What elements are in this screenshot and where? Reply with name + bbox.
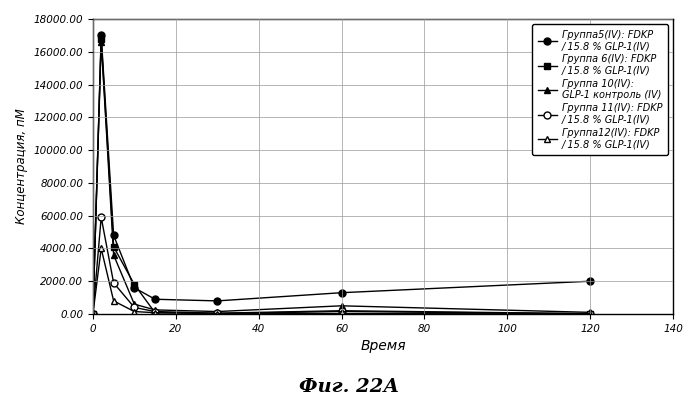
Группа 11(IV): FDKP
/ 15.8 % GLP-1(IV): (15, 150): FDKP / 15.8 % GLP-1(IV): (15, 150) (151, 309, 159, 314)
Группа12(IV): FDKP
/ 15.8 % GLP-1(IV): (30, 30): FDKP / 15.8 % GLP-1(IV): (30, 30) (213, 311, 221, 316)
Группа 11(IV): FDKP
/ 15.8 % GLP-1(IV): (120, 20): FDKP / 15.8 % GLP-1(IV): (120, 20) (586, 311, 595, 316)
Группа5(IV): FDKP
/ 15.8 % GLP-1(IV): (10, 1.6e+03): FDKP / 15.8 % GLP-1(IV): (10, 1.6e+03) (130, 286, 138, 290)
Группа12(IV): FDKP
/ 15.8 % GLP-1(IV): (10, 150): FDKP / 15.8 % GLP-1(IV): (10, 150) (130, 309, 138, 314)
Группа 6(IV): FDKP
/ 15.8 % GLP-1(IV): (5, 4.1e+03): FDKP / 15.8 % GLP-1(IV): (5, 4.1e+03) (110, 244, 118, 249)
Группа12(IV): FDKP
/ 15.8 % GLP-1(IV): (120, 20): FDKP / 15.8 % GLP-1(IV): (120, 20) (586, 311, 595, 316)
Группа12(IV): FDKP
/ 15.8 % GLP-1(IV): (60, 150): FDKP / 15.8 % GLP-1(IV): (60, 150) (337, 309, 346, 314)
Группа 6(IV): FDKP
/ 15.8 % GLP-1(IV): (120, 10): FDKP / 15.8 % GLP-1(IV): (120, 10) (586, 312, 595, 316)
Группа 6(IV): FDKP
/ 15.8 % GLP-1(IV): (15, 80): FDKP / 15.8 % GLP-1(IV): (15, 80) (151, 310, 159, 315)
Группа5(IV): FDKP
/ 15.8 % GLP-1(IV): (30, 800): FDKP / 15.8 % GLP-1(IV): (30, 800) (213, 299, 221, 303)
Группа5(IV): FDKP
/ 15.8 % GLP-1(IV): (120, 2e+03): FDKP / 15.8 % GLP-1(IV): (120, 2e+03) (586, 279, 595, 284)
Группа5(IV): FDKP
/ 15.8 % GLP-1(IV): (60, 1.3e+03): FDKP / 15.8 % GLP-1(IV): (60, 1.3e+03) (337, 290, 346, 295)
Группа5(IV): FDKP
/ 15.8 % GLP-1(IV): (0, 0): FDKP / 15.8 % GLP-1(IV): (0, 0) (89, 312, 97, 316)
Группа 10(IV):
GLP-1 контроль (IV) (213, 309, 221, 314)
Группа 11(IV): FDKP
/ 15.8 % GLP-1(IV): (5, 1.9e+03): FDKP / 15.8 % GLP-1(IV): (5, 1.9e+03) (110, 280, 118, 285)
Line: Группа5(IV): FDKP
/ 15.8 % GLP-1(IV): Группа5(IV): FDKP / 15.8 % GLP-1(IV) (89, 32, 594, 318)
Группа 6(IV): FDKP
/ 15.8 % GLP-1(IV): (60, 20): FDKP / 15.8 % GLP-1(IV): (60, 20) (337, 311, 346, 316)
Группа 10(IV):
GLP-1 контроль (IV) (130, 302, 138, 307)
Группа 11(IV): FDKP
/ 15.8 % GLP-1(IV): (10, 400): FDKP / 15.8 % GLP-1(IV): (10, 400) (130, 305, 138, 310)
Группа12(IV): FDKP
/ 15.8 % GLP-1(IV): (2, 4e+03): FDKP / 15.8 % GLP-1(IV): (2, 4e+03) (97, 246, 105, 251)
Группа 10(IV):
GLP-1 контроль (IV) (337, 303, 346, 308)
Группа12(IV): FDKP
/ 15.8 % GLP-1(IV): (15, 80): FDKP / 15.8 % GLP-1(IV): (15, 80) (151, 310, 159, 315)
Группа 11(IV): FDKP
/ 15.8 % GLP-1(IV): (30, 50): FDKP / 15.8 % GLP-1(IV): (30, 50) (213, 311, 221, 316)
Группа 11(IV): FDKP
/ 15.8 % GLP-1(IV): (0, 0): FDKP / 15.8 % GLP-1(IV): (0, 0) (89, 312, 97, 316)
Группа12(IV): FDKP
/ 15.8 % GLP-1(IV): (5, 800): FDKP / 15.8 % GLP-1(IV): (5, 800) (110, 299, 118, 303)
Группа 6(IV): FDKP
/ 15.8 % GLP-1(IV): (2, 1.68e+04): FDKP / 15.8 % GLP-1(IV): (2, 1.68e+04) (97, 36, 105, 41)
Группа5(IV): FDKP
/ 15.8 % GLP-1(IV): (5, 4.8e+03): FDKP / 15.8 % GLP-1(IV): (5, 4.8e+03) (110, 233, 118, 238)
Группа 10(IV):
GLP-1 контроль (IV) (89, 312, 97, 316)
Line: Группа 6(IV): FDKP
/ 15.8 % GLP-1(IV): Группа 6(IV): FDKP / 15.8 % GLP-1(IV) (89, 35, 594, 318)
Группа 6(IV): FDKP
/ 15.8 % GLP-1(IV): (10, 1.8e+03): FDKP / 15.8 % GLP-1(IV): (10, 1.8e+03) (130, 282, 138, 287)
X-axis label: Время: Время (360, 339, 406, 353)
Группа5(IV): FDKP
/ 15.8 % GLP-1(IV): (15, 900): FDKP / 15.8 % GLP-1(IV): (15, 900) (151, 297, 159, 302)
Line: Группа12(IV): FDKP
/ 15.8 % GLP-1(IV): Группа12(IV): FDKP / 15.8 % GLP-1(IV) (89, 245, 594, 318)
Группа 6(IV): FDKP
/ 15.8 % GLP-1(IV): (30, 30): FDKP / 15.8 % GLP-1(IV): (30, 30) (213, 311, 221, 316)
Line: Группа 11(IV): FDKP
/ 15.8 % GLP-1(IV): Группа 11(IV): FDKP / 15.8 % GLP-1(IV) (89, 214, 594, 318)
Группа 10(IV):
GLP-1 контроль (IV) (110, 253, 118, 257)
Line: Группа 10(IV):
GLP-1 контроль (IV): Группа 10(IV): GLP-1 контроль (IV) (89, 38, 594, 318)
Группа 11(IV): FDKP
/ 15.8 % GLP-1(IV): (60, 200): FDKP / 15.8 % GLP-1(IV): (60, 200) (337, 308, 346, 313)
Группа 11(IV): FDKP
/ 15.8 % GLP-1(IV): (2, 5.9e+03): FDKP / 15.8 % GLP-1(IV): (2, 5.9e+03) (97, 215, 105, 220)
Text: Фиг. 22А: Фиг. 22А (299, 378, 399, 396)
Группа 10(IV):
GLP-1 контроль (IV) (97, 40, 105, 44)
Группа 6(IV): FDKP
/ 15.8 % GLP-1(IV): (0, 0): FDKP / 15.8 % GLP-1(IV): (0, 0) (89, 312, 97, 316)
Группа5(IV): FDKP
/ 15.8 % GLP-1(IV): (2, 1.7e+04): FDKP / 15.8 % GLP-1(IV): (2, 1.7e+04) (97, 33, 105, 38)
Группа 10(IV):
GLP-1 контроль (IV) (151, 308, 159, 312)
Группа 10(IV):
GLP-1 контроль (IV) (586, 310, 595, 315)
Y-axis label: Концентрация, пМ: Концентрация, пМ (15, 109, 28, 225)
Группа12(IV): FDKP
/ 15.8 % GLP-1(IV): (0, 0): FDKP / 15.8 % GLP-1(IV): (0, 0) (89, 312, 97, 316)
Legend: Группа5(IV): FDKP
/ 15.8 % GLP-1(IV), Группа 6(IV): FDKP
/ 15.8 % GLP-1(IV), Гру: Группа5(IV): FDKP / 15.8 % GLP-1(IV), Гр… (532, 24, 668, 155)
